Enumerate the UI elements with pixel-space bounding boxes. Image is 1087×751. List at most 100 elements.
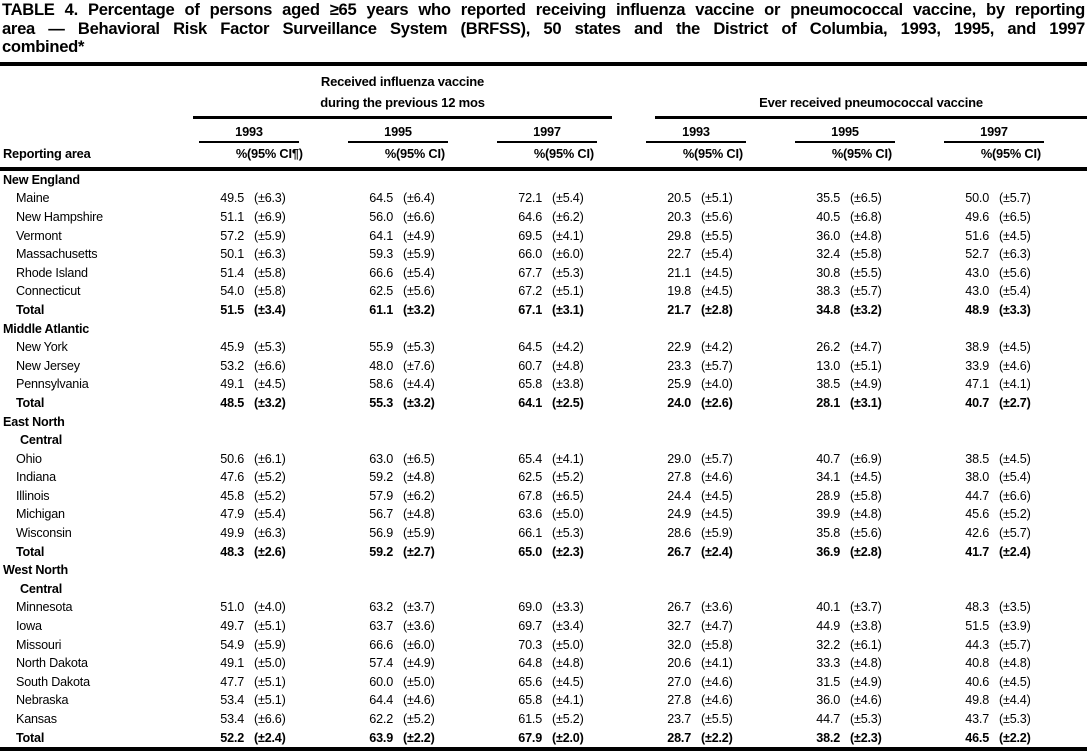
pct-cell: 48.0 xyxy=(369,358,393,373)
ci-cell: (±2.0) xyxy=(552,730,584,745)
pct-cell: 59.3 xyxy=(369,247,393,262)
pct-cell: 49.1 xyxy=(220,656,244,671)
ci-cell: (±4.6) xyxy=(999,358,1031,373)
ci-cell: (±5.3) xyxy=(403,340,435,355)
pct-cell: 26.2 xyxy=(816,340,840,355)
total-row: Total 48.3 (±2.6) 59.2 (±2.7) 65.0 (±2.3) 26.7 (… xyxy=(0,543,1087,562)
pct-cell: 49.5 xyxy=(220,191,244,206)
ci-cell: (±4.9) xyxy=(850,674,882,689)
pct-cell: 64.1 xyxy=(518,395,542,410)
ci-cell: (±6.6) xyxy=(999,488,1031,503)
ci-cell: (±4.5) xyxy=(254,377,286,392)
area-cell: Nebraska xyxy=(16,693,69,708)
ci-cell: (±5.5) xyxy=(701,712,733,726)
ci-cell: (±5.6) xyxy=(999,265,1031,280)
ci-cell: (±4.5) xyxy=(701,488,733,503)
ci-cell: (±4.5) xyxy=(999,451,1031,466)
ci-cell: (±4.1) xyxy=(552,228,584,243)
area-cell: Total xyxy=(16,302,45,317)
pct-cell: 63.0 xyxy=(369,451,393,466)
state-row: Illinois 45.8 (±5.2) 57.9 (±6.2) 67.8 (±6.5) 24… xyxy=(0,487,1087,506)
pct-cell: 30.8 xyxy=(816,265,840,280)
state-row: Ohio 50.6 (±6.1) 63.0 (±6.5) 65.4 (±4.1) 29.0 (±… xyxy=(0,450,1087,469)
pct-cell: 41.7 xyxy=(965,544,989,559)
pct-cell: 64.5 xyxy=(518,340,542,355)
pct-header: % xyxy=(491,142,545,171)
pct-cell: 32.2 xyxy=(816,637,840,652)
pct-cell: 52.7 xyxy=(965,247,989,262)
region-header-row: West North xyxy=(0,561,1087,580)
ci-cell: (±6.9) xyxy=(850,451,882,466)
ci-header: (95% CI) xyxy=(396,142,491,171)
area-cell: Iowa xyxy=(16,619,42,634)
pct-cell: 64.8 xyxy=(518,656,542,671)
ci-cell: (±5.4) xyxy=(552,191,584,206)
ci-cell: (±4.9) xyxy=(403,656,435,671)
area-cell: Total xyxy=(16,730,45,745)
ci-cell: (±5.1) xyxy=(701,191,733,206)
year-header-pneumo-1995: 1995 xyxy=(789,119,938,143)
pct-cell: 47.1 xyxy=(965,377,989,392)
pct-cell: 24.4 xyxy=(667,488,691,503)
pct-cell: 56.0 xyxy=(369,209,393,224)
pct-cell: 66.6 xyxy=(369,637,393,652)
pct-cell: 26.7 xyxy=(667,544,691,559)
region-name: West North xyxy=(3,563,68,578)
ci-cell: (±6.2) xyxy=(403,488,435,503)
ci-cell: (±3.2) xyxy=(254,395,286,410)
state-row: Connecticut 54.0 (±5.8) 62.5 (±5.6) 67.2 (±5.1… xyxy=(0,282,1087,301)
ci-cell: (±6.5) xyxy=(850,191,882,206)
pct-cell: 38.5 xyxy=(816,377,840,392)
pct-cell: 28.7 xyxy=(667,730,691,745)
pct-cell: 36.9 xyxy=(816,544,840,559)
area-cell: Pennsylvania xyxy=(16,377,89,392)
state-row: Massachusetts 50.1 (±6.3) 59.3 (±5.9) 66.0 (±6… xyxy=(0,245,1087,264)
pct-cell: 44.3 xyxy=(965,637,989,652)
ci-cell: (±4.5) xyxy=(552,674,584,689)
pct-cell: 69.7 xyxy=(518,619,542,634)
ci-cell: (±5.7) xyxy=(701,358,733,373)
pct-cell: 63.2 xyxy=(369,600,393,615)
influenza-group-header: Received influenza vaccine during the pr… xyxy=(193,64,640,119)
pct-cell: 44.7 xyxy=(965,488,989,503)
pct-cell: 29.0 xyxy=(667,451,691,466)
pct-header: % xyxy=(789,142,843,171)
pct-cell: 66.1 xyxy=(518,526,542,541)
year-header-pneumo-1993: 1993 xyxy=(640,119,789,143)
pct-cell: 64.6 xyxy=(518,209,542,224)
ci-cell: (±3.4) xyxy=(254,302,286,317)
pct-cell: 43.0 xyxy=(965,265,989,280)
ci-cell: (±5.8) xyxy=(850,247,882,262)
pct-header: % xyxy=(342,142,396,171)
title-line-2: area — Behavioral Risk Factor Surveillan… xyxy=(2,18,1085,38)
ci-cell: (±5.6) xyxy=(701,209,733,224)
state-row: Minnesota 51.0 (±4.0) 63.2 (±3.7) 69.0 (±3.3) 2… xyxy=(0,598,1087,617)
pct-header: % xyxy=(640,142,694,171)
ci-cell: (±4.4) xyxy=(403,377,435,392)
ci-cell: (±4.6) xyxy=(403,693,435,708)
pct-cell: 50.6 xyxy=(220,451,244,466)
pct-cell: 48.5 xyxy=(220,395,244,410)
ci-cell: (±2.4) xyxy=(254,730,286,745)
ci-cell: (±4.8) xyxy=(403,507,435,522)
area-cell: Minnesota xyxy=(16,600,73,615)
pct-cell: 64.1 xyxy=(369,228,393,243)
pct-cell: 49.9 xyxy=(220,526,244,541)
ci-cell: (±4.9) xyxy=(850,377,882,392)
area-cell: New Hampshire xyxy=(16,209,103,224)
ci-cell: (±5.2) xyxy=(254,470,286,485)
pct-cell: 72.1 xyxy=(518,191,542,206)
pct-cell: 50.1 xyxy=(220,247,244,262)
ci-cell: (±6.1) xyxy=(850,637,882,652)
ci-cell: (±5.7) xyxy=(850,284,882,299)
pct-cell: 48.9 xyxy=(965,302,989,317)
ci-cell: (±4.6) xyxy=(701,470,733,485)
pct-cell: 28.9 xyxy=(816,488,840,503)
pct-header: % xyxy=(193,142,247,171)
ci-cell: (±2.8) xyxy=(850,544,882,559)
ci-cell: (±4.5) xyxy=(999,340,1031,355)
pct-cell: 63.6 xyxy=(518,507,542,522)
pct-cell: 20.5 xyxy=(667,191,691,206)
ci-cell: (±5.2) xyxy=(552,470,584,485)
ci-cell: (±6.8) xyxy=(850,209,882,224)
